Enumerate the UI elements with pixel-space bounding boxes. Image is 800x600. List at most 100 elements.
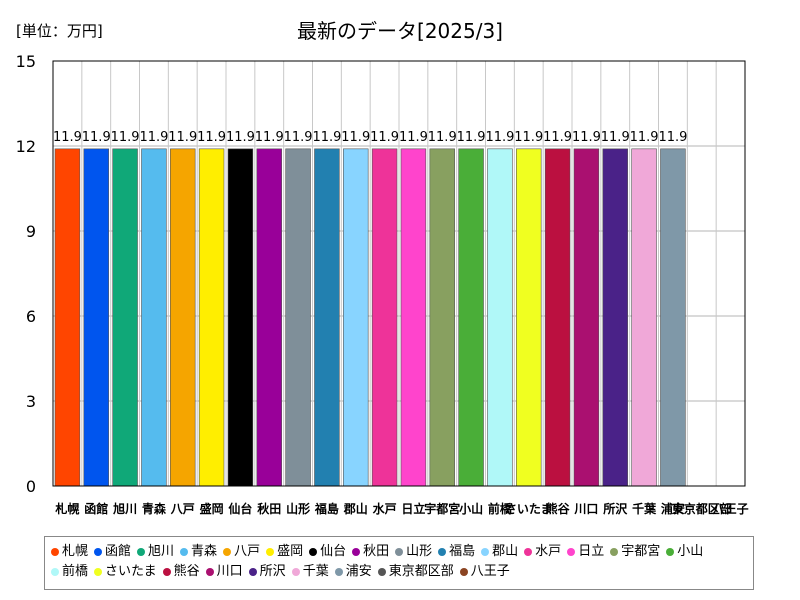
data-label: 11.9 <box>428 130 457 145</box>
legend-dot-icon <box>180 548 189 556</box>
bar-盛岡 <box>198 148 225 487</box>
legend-item: 浦安 <box>334 562 372 582</box>
data-label: 11.9 <box>82 130 111 145</box>
x-tick-label: 札幌 <box>54 501 79 516</box>
legend-item: 日立 <box>567 542 604 562</box>
legend-label: 青森 <box>191 544 218 559</box>
bar-さいたま <box>516 148 542 487</box>
bar-小山 <box>458 148 484 487</box>
legend-item: 旭川 <box>137 542 174 562</box>
x-tick-label: 川口 <box>573 502 598 516</box>
data-label: 11.9 <box>457 130 486 145</box>
legend-dot-icon <box>395 548 404 556</box>
data-label: 11.9 <box>284 130 313 145</box>
data-label: 11.9 <box>572 130 601 145</box>
data-label: 11.9 <box>226 130 255 145</box>
bar-札幌 <box>54 148 81 487</box>
legend-dot-icon <box>524 548 533 556</box>
data-label: 11.9 <box>341 130 370 145</box>
legend-item: 小山 <box>666 542 703 562</box>
legend-item: 郡山 <box>481 542 518 562</box>
x-tick-label: 浦安 <box>661 501 685 516</box>
x-tick-label: 水戸 <box>373 501 397 516</box>
data-label: 11.9 <box>111 130 140 145</box>
legend-label: 函館 <box>105 544 132 559</box>
data-label: 11.9 <box>658 130 687 145</box>
legend-dot-icon <box>352 548 361 556</box>
legend-item: 福島 <box>438 542 475 562</box>
x-tick-label: 熊谷 <box>546 501 571 516</box>
bar-仙台 <box>227 148 254 487</box>
bar-福島 <box>314 148 340 487</box>
legend-label: 仙台 <box>320 544 347 559</box>
legend-item: 熊谷 <box>162 562 200 582</box>
bar-浦安 <box>660 148 686 487</box>
legend-label: 日立 <box>578 544 605 559</box>
x-tick-label: 福島 <box>314 501 339 516</box>
legend: 札幌 函館 旭川 青森 八戸 盛岡 仙台 秋田 山形 福島 郡山 水戸 日立 宇都宮 小山 前橋 さいたま 熊谷 川… <box>44 536 754 590</box>
bar-郡山 <box>343 148 369 487</box>
legend-item: 宇都宮 <box>610 542 660 562</box>
legend-label: 札幌 <box>62 544 89 559</box>
legend-dot-icon <box>481 548 490 556</box>
legend-label: 郡山 <box>492 544 519 559</box>
data-label: 11.9 <box>312 130 341 145</box>
legend-item: 仙台 <box>309 542 346 562</box>
legend-label: 宇都宮 <box>621 544 661 559</box>
legend-label: さいたま <box>105 564 157 579</box>
bar-八戸 <box>170 148 196 487</box>
legend-dot-icon <box>162 568 171 576</box>
legend-item: 青森 <box>180 542 217 562</box>
legend-label: 浦安 <box>345 564 372 579</box>
legend-dot-icon <box>334 568 343 576</box>
x-tick-label: さいたま <box>505 502 553 516</box>
legend-item: 千葉 <box>291 562 329 582</box>
legend-dot-icon <box>666 548 675 556</box>
bar-千葉 <box>631 148 657 487</box>
bar-川口 <box>573 148 600 487</box>
y-tick-label: 3 <box>26 392 36 411</box>
bar-前橋 <box>487 148 513 487</box>
x-tick-label: 千葉 <box>632 501 657 516</box>
bar-熊谷 <box>544 148 571 487</box>
chart-title: 最新のデータ[2025/3] <box>297 19 503 43</box>
plot-border <box>52 60 746 487</box>
legend-label: 前橋 <box>62 564 89 579</box>
legend-label: 水戸 <box>535 544 562 559</box>
legend-dot-icon <box>610 548 619 556</box>
bar-chart: 11.9 11.9 11.9 11.9 11.9 11.9 11.9 11.9 11.9 11.9… <box>16 52 749 516</box>
y-tick-label: 0 <box>26 477 36 496</box>
legend-dot-icon <box>291 568 300 576</box>
legend-label: 秋田 <box>363 544 390 559</box>
legend-item: 所沢 <box>248 562 286 582</box>
data-label: 11.9 <box>197 130 226 145</box>
x-tick-label: 八王子 <box>712 502 749 516</box>
legend-label: 盛岡 <box>277 544 304 559</box>
x-tick-label: 東京都区部 <box>672 501 732 516</box>
data-label: 11.9 <box>53 130 82 145</box>
legend-item: 函館 <box>94 542 131 562</box>
legend-dot-icon <box>51 568 59 576</box>
legend-dot-icon <box>309 548 318 556</box>
legend-item: さいたま <box>94 562 157 582</box>
legend-label: 旭川 <box>148 544 175 559</box>
legend-label: 所沢 <box>259 564 286 579</box>
bar-日立 <box>400 148 427 487</box>
legend-item: 前橋 <box>51 562 88 582</box>
legend-dot-icon <box>94 568 103 576</box>
x-tick-label: 青森 <box>142 501 167 516</box>
legend-dot-icon <box>223 548 232 556</box>
data-label: 11.9 <box>543 130 572 145</box>
x-tick-label: 盛岡 <box>200 501 224 516</box>
legend-item: 山形 <box>395 542 432 562</box>
y-tick-label: 6 <box>26 307 36 326</box>
bar-水戸 <box>371 148 398 487</box>
legend-dot-icon <box>459 568 468 576</box>
bar-青森 <box>141 148 167 487</box>
data-label: 11.9 <box>485 130 514 145</box>
legend-item: 東京都区部 <box>377 562 454 582</box>
data-label: 11.9 <box>139 130 168 145</box>
legend-dot-icon <box>248 568 257 576</box>
data-label: 11.9 <box>399 130 428 145</box>
